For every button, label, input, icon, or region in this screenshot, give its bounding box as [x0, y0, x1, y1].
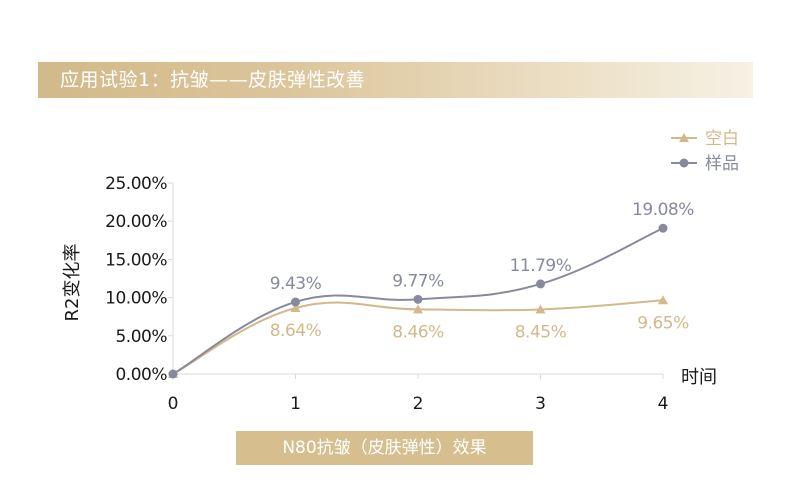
- data-label: 11.79%: [510, 256, 572, 276]
- circle-marker: [658, 223, 668, 233]
- y-tick-label: 20.00%: [105, 212, 167, 232]
- data-label: 9.77%: [392, 271, 444, 291]
- triangle-marker: [413, 304, 423, 314]
- data-label: 9.65%: [637, 313, 689, 333]
- data-label: 9.43%: [270, 274, 322, 294]
- legend-triangle-icon: [679, 133, 689, 142]
- y-tick-label: 25.00%: [105, 174, 167, 194]
- triangle-marker: [658, 295, 668, 305]
- y-axis-title: R2变化率: [62, 244, 83, 322]
- triangle-marker: [290, 302, 301, 312]
- chart-caption-text: N80抗皱（皮肤弹性）效果: [282, 438, 487, 458]
- legend-label: 空白: [705, 129, 739, 149]
- data-label: 8.64%: [270, 321, 322, 341]
- data-label: 8.45%: [515, 322, 567, 342]
- data-label: 19.08%: [632, 200, 694, 220]
- circle-marker: [291, 297, 300, 307]
- x-tick-label: 0: [168, 394, 179, 414]
- x-axis-title: 时间: [681, 367, 717, 388]
- header-band: 应用试验1：抗皱——皮肤弹性改善: [38, 62, 753, 98]
- y-tick-label: 5.00%: [115, 327, 167, 347]
- page-title: 应用试验1：抗皱——皮肤弹性改善: [60, 69, 366, 91]
- triangle-marker: [535, 304, 546, 314]
- circle-marker: [536, 279, 545, 289]
- x-tick-label: 1: [290, 394, 301, 414]
- circle-marker: [168, 369, 178, 379]
- y-tick-label: 10.00%: [105, 289, 167, 309]
- legend-label: 样品: [705, 154, 739, 174]
- y-tick-label: 15.00%: [105, 250, 167, 270]
- x-tick-label: 3: [535, 394, 546, 414]
- x-tick-label: 2: [413, 394, 424, 414]
- circle-marker: [413, 294, 423, 304]
- legend-circle-icon: [679, 158, 689, 168]
- x-tick-label: 4: [658, 394, 669, 414]
- data-label: 8.46%: [392, 322, 444, 342]
- chart-caption: N80抗皱（皮肤弹性）效果: [236, 431, 533, 465]
- y-tick-label: 0.00%: [115, 365, 167, 385]
